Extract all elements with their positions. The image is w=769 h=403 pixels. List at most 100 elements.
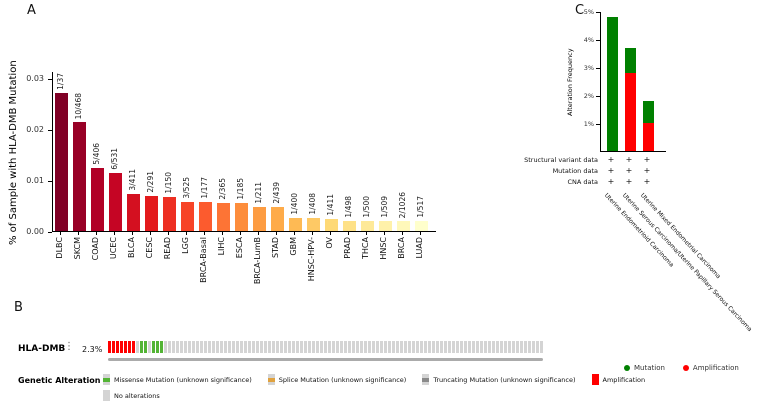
track-sample-no_alteration: [436, 341, 439, 353]
track-sample-no_alteration: [200, 341, 203, 353]
x-tick-label: COAD: [91, 237, 100, 261]
track-sample-missense: [144, 341, 147, 353]
x-tick-mark: [186, 232, 187, 235]
no_alteration-swatch-icon: [103, 390, 110, 401]
track-sample-no_alteration: [540, 341, 543, 353]
bar-LUAD: [415, 221, 428, 231]
track-sample-no_alteration: [424, 341, 427, 353]
data-availability-mark: +: [607, 177, 615, 186]
track-sample-no_alteration: [192, 341, 195, 353]
data-availability-mark: +: [607, 166, 615, 175]
track-sample-no_alteration: [476, 341, 479, 353]
track-sample-no_alteration: [216, 341, 219, 353]
track-sample-no_alteration: [260, 341, 263, 353]
panel-a-label: A: [27, 3, 36, 18]
legend-label: Splice Mutation (unknown significance): [278, 375, 407, 384]
x-tick-label: BRCA-Basal: [199, 237, 208, 283]
data-availability-mark: +: [643, 166, 651, 175]
bar-ESCA: [235, 203, 248, 231]
x-tick-label: Uterine Endometrioid Carcinoma: [602, 192, 676, 269]
bar-value-label: 6/531: [110, 148, 119, 170]
x-tick-label: SKCM: [73, 237, 82, 260]
track-sample-no_alteration: [232, 341, 235, 353]
y-tick-mark: [596, 40, 600, 41]
x-tick-label: THCA: [361, 237, 370, 259]
track-sample-no_alteration: [528, 341, 531, 353]
bar-OV: [325, 219, 338, 231]
bar-value-label: 1/408: [308, 193, 317, 215]
bar-value-label: 1/177: [200, 177, 209, 199]
y-tick-label: 0.02: [26, 125, 44, 134]
track-sample-no_alteration: [432, 341, 435, 353]
track-sample-no_alteration: [136, 341, 139, 353]
track-sample-no_alteration: [404, 341, 407, 353]
x-tick-label: HNSC: [379, 237, 388, 260]
x-tick-mark: [258, 232, 259, 235]
track-sample-no_alteration: [380, 341, 383, 353]
chart-c-y-axis-label: Alteration Frequency: [566, 48, 574, 116]
x-tick-mark: [78, 232, 79, 235]
track-sample-no_alteration: [276, 341, 279, 353]
track-sample-no_alteration: [392, 341, 395, 353]
stacked-bar-amplification-segment: [625, 73, 636, 151]
track-sample-no_alteration: [500, 341, 503, 353]
x-tick-mark: [402, 232, 403, 235]
y-tick-label: 0.00: [26, 227, 44, 236]
track-sample-no_alteration: [388, 341, 391, 353]
data-availability-row-label: Mutation data: [552, 167, 598, 175]
truncating-swatch-icon: [422, 374, 430, 385]
track-sample-no_alteration: [356, 341, 359, 353]
x-tick-mark: [60, 232, 61, 235]
track-sample-no_alteration: [300, 341, 303, 353]
oncoprint-scrollbar[interactable]: [108, 358, 543, 361]
legend-label: Amplification: [692, 364, 739, 372]
stacked-bar-mutation-segment: [607, 17, 618, 151]
track-sample-no_alteration: [308, 341, 311, 353]
bar-HNSC-HPV-: [307, 218, 320, 231]
panel-b-label: B: [14, 300, 23, 315]
x-tick-label: GBM: [289, 237, 298, 256]
track-sample-no_alteration: [268, 341, 271, 353]
y-tick-label: 1%: [583, 120, 594, 128]
track-sample-no_alteration: [416, 341, 419, 353]
bar-value-label: 1/411: [326, 194, 335, 216]
track-sample-no_alteration: [256, 341, 259, 353]
bar-HNSC: [379, 221, 392, 231]
y-tick-mark: [48, 130, 52, 131]
track-sample-no_alteration: [236, 341, 239, 353]
chart-a-plot-area: 1/37 10/468 5/406 6/531 3/411 2/291 1/150 3/525…: [52, 72, 436, 232]
data-availability-mark: +: [625, 177, 633, 186]
track-sample-no_alteration: [480, 341, 483, 353]
swatch-band: [103, 377, 110, 382]
bar-value-label: 1/517: [416, 196, 425, 218]
track-sample-no_alteration: [460, 341, 463, 353]
bar-GBM: [289, 218, 302, 231]
bar-value-label: 10/468: [74, 92, 83, 119]
bar-value-label: 1/509: [380, 196, 389, 218]
splice-swatch-icon: [267, 374, 275, 385]
oncoprint-legend-title: Genetic Alteration: [18, 376, 101, 385]
track-sample-no_alteration: [240, 341, 243, 353]
legend-item-no_alteration: No alterations: [103, 390, 160, 401]
bar-UCEC: [109, 173, 122, 231]
track-sample-no_alteration: [472, 341, 475, 353]
bar-SKCM: [73, 122, 86, 231]
track-sample-no_alteration: [304, 341, 307, 353]
x-tick-label: CESC: [145, 237, 154, 259]
track-sample-no_alteration: [340, 341, 343, 353]
track-sample-no_alteration: [332, 341, 335, 353]
x-tick-label: DLBC: [55, 237, 64, 259]
data-availability-mark: +: [607, 155, 615, 164]
legend-label: Mutation: [634, 364, 665, 372]
track-sample-no_alteration: [252, 341, 255, 353]
y-tick-mark: [596, 12, 600, 13]
x-tick-mark: [384, 232, 385, 235]
track-sample-no_alteration: [248, 341, 251, 353]
x-tick-label: Uterine Serous Carcinoma/Uterine Papilla…: [620, 192, 754, 334]
x-tick-label: BRCA: [397, 237, 406, 259]
legend-item: Amplification: [682, 364, 739, 372]
chart-a-y-axis-label: % of Sample with HLA-DMB Mutation: [8, 60, 19, 245]
track-sample-amplification: [112, 341, 115, 353]
y-tick-mark: [596, 96, 600, 97]
track-sample-no_alteration: [288, 341, 291, 353]
